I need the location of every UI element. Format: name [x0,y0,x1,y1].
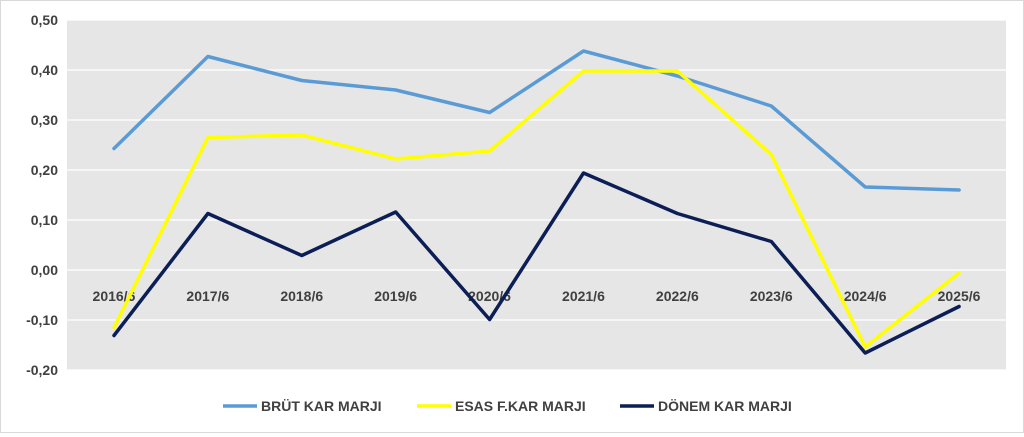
y-tick-label: 0,20 [31,162,58,178]
x-tick-label: 2017/6 [186,288,229,304]
x-tick-label: 2022/6 [656,288,699,304]
y-tick-label: 0,30 [31,112,58,128]
x-tick-label: 2016/6 [93,288,136,304]
y-tick-label: 0,50 [31,12,58,28]
x-tick-label: 2025/6 [938,288,981,304]
x-tick-label: 2018/6 [280,288,323,304]
y-tick-label: 0,00 [31,262,58,278]
y-axis-ticks: 0,50 0,40 0,30 0,20 0,10 0,00 -0,10 -0,20 [26,12,58,378]
y-tick-label: 0,10 [31,212,58,228]
y-tick-label: -0,10 [26,312,58,328]
series-line-2 [112,171,961,355]
x-tick-label: 2021/6 [562,288,605,304]
series-line-1 [112,69,961,349]
plot-area [67,20,1006,370]
x-axis-ticks: 2016/6 2017/6 2018/6 2019/6 2020/6 2021/6 2022… [93,288,981,304]
legend-label: BRÜT KAR MARJI [261,398,382,414]
x-tick-label: 2023/6 [750,288,793,304]
y-tick-label: -0,20 [26,362,58,378]
series-lines [112,49,961,355]
x-tick-label: 2019/6 [374,288,417,304]
y-tick-label: 0,40 [31,62,58,78]
series-line-0 [112,49,961,192]
legend-label: DÖNEM KAR MARJI [658,398,792,414]
legend: BRÜT KAR MARJI ESAS F.KAR MARJI DÖNEM KAR … [223,398,792,414]
legend-label: ESAS F.KAR MARJI [455,398,586,414]
x-tick-label: 2024/6 [844,288,887,304]
